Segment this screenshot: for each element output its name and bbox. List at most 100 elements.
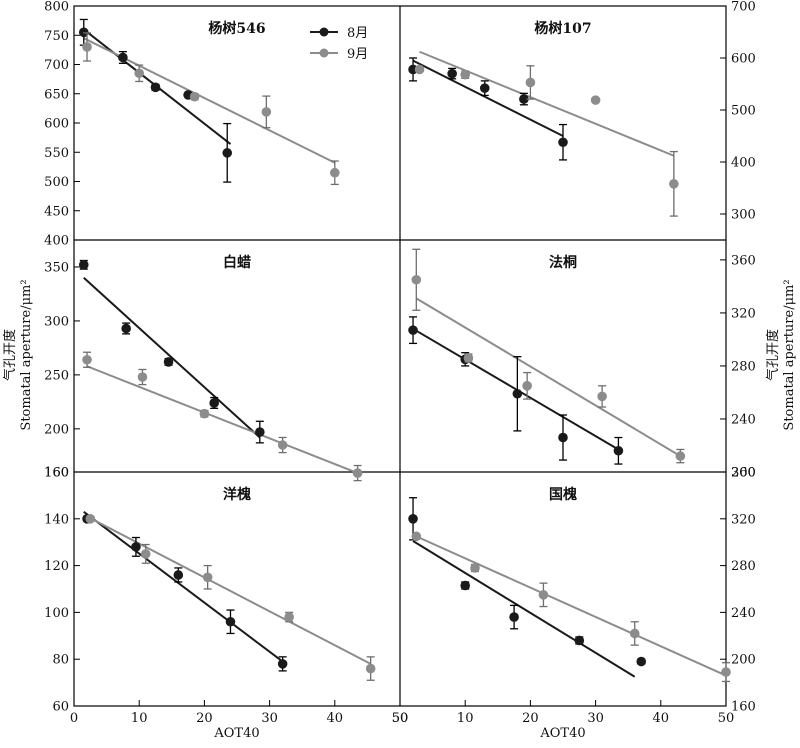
x-tick-label: 30 (261, 711, 278, 726)
data-point (463, 353, 474, 363)
fit-line (83, 277, 261, 439)
data-point (408, 325, 418, 335)
data-point (222, 148, 233, 158)
data-point (613, 445, 624, 456)
data-point (636, 656, 647, 667)
data-point (137, 372, 148, 382)
data-point (255, 427, 265, 437)
data-point (134, 68, 144, 79)
data-point (118, 52, 128, 63)
data-point (558, 432, 568, 443)
y-tick-label: 80 (52, 653, 69, 668)
y-tick-label: 300 (44, 314, 69, 329)
data-point (82, 42, 92, 52)
y-tick-label: 360 (731, 253, 756, 268)
y-tick-label: 280 (731, 559, 756, 574)
panel-yanghuai: 洋槐 60 80 100 120 140 160 (44, 466, 376, 715)
y-tick-label: 160 (731, 700, 756, 715)
x-tick-label: 20 (196, 711, 213, 726)
data-point (173, 570, 184, 580)
x-tick-label: 20 (522, 711, 539, 726)
x-tick-label: 40 (653, 711, 670, 726)
data-point (277, 440, 288, 450)
y-tick-label: 350 (44, 260, 69, 275)
axis-titles: AOT40 AOT40 气孔开度 Stomatal aperture/μm² 气… (2, 279, 797, 741)
legend-marker-sep (319, 48, 329, 58)
y-tick-label: 400 (44, 234, 69, 249)
data-point (522, 381, 532, 391)
data-point (352, 468, 363, 478)
data-point (597, 391, 607, 402)
x-tick-label: 10 (457, 711, 474, 726)
data-point (189, 91, 200, 102)
legend: 8月 9月 (310, 26, 368, 62)
data-point (277, 659, 288, 669)
data-point (629, 628, 640, 639)
y-tick-label: 160 (44, 466, 69, 481)
data-point (199, 408, 210, 419)
y-tick-label: 500 (44, 175, 69, 190)
data-point (574, 635, 585, 646)
data-point (538, 590, 549, 600)
data-point (140, 549, 151, 559)
data-point (261, 107, 272, 117)
data-point (509, 612, 519, 622)
data-point (721, 667, 731, 677)
data-point (82, 354, 92, 365)
data-point (85, 514, 96, 524)
data-point (479, 83, 490, 93)
data-point (460, 69, 471, 80)
y-tick-label: 320 (731, 306, 756, 321)
y-tick-label: 200 (731, 466, 756, 481)
legend-marker-aug (319, 27, 329, 37)
fit-line (86, 515, 372, 665)
data-point (121, 323, 131, 334)
panel-title: 杨树107 (534, 20, 591, 37)
y-tick-label: 450 (44, 204, 69, 219)
y-tick-label: 600 (731, 52, 756, 67)
x-tick-label: 50 (392, 711, 409, 726)
fit-line (412, 540, 636, 678)
data-point (411, 274, 422, 285)
panel-title: 杨树546 (208, 20, 265, 37)
y-tick-label: 240 (731, 606, 756, 621)
x-tick-label: 30 (587, 711, 604, 726)
data-point (447, 68, 457, 79)
fit-line (83, 510, 284, 663)
x-axis-title-left: AOT40 (213, 726, 259, 741)
legend-label-sep: 9月 (347, 47, 368, 62)
y-tick-label: 360 (731, 466, 756, 481)
y-tick-label: 100 (44, 606, 69, 621)
legend-label-aug: 8月 (347, 26, 368, 41)
y-tick-label: 140 (44, 512, 69, 527)
data-point (150, 82, 161, 93)
y-tick-label: 60 (52, 700, 69, 715)
data-point (414, 64, 425, 75)
y-tick-label: 500 (731, 104, 756, 119)
data-point (202, 572, 213, 583)
y-tick-label: 600 (44, 117, 69, 132)
y-tick-label: 250 (44, 368, 69, 383)
y-axis-title-right-zh: 气孔开度 (765, 329, 781, 381)
y-tick-label: 200 (44, 422, 69, 437)
data-point (460, 580, 471, 591)
y-tick-label: 200 (731, 653, 756, 668)
y-tick-label: 800 (44, 0, 69, 15)
data-point (470, 563, 480, 573)
data-point (78, 260, 89, 270)
fit-line (415, 535, 727, 677)
data-point (669, 179, 679, 189)
data-point (411, 531, 422, 542)
y-tick-label: 120 (44, 559, 69, 574)
y-axis-title-left-zh: 气孔开度 (2, 329, 18, 381)
panel-yang107: 杨树107 300 400 500 600 700 (408, 0, 756, 223)
fit-line (412, 59, 564, 137)
y-tick-label: 160 (44, 466, 69, 481)
data-point (330, 167, 340, 178)
data-point (512, 388, 523, 399)
panel-yang546: 杨树546 400 450 500 550 600 650 700 750 800 (44, 0, 340, 249)
y-axis-title-right-en: Stomatal aperture/μm² (782, 279, 797, 430)
data-point (408, 514, 418, 524)
fit-line (412, 327, 619, 451)
